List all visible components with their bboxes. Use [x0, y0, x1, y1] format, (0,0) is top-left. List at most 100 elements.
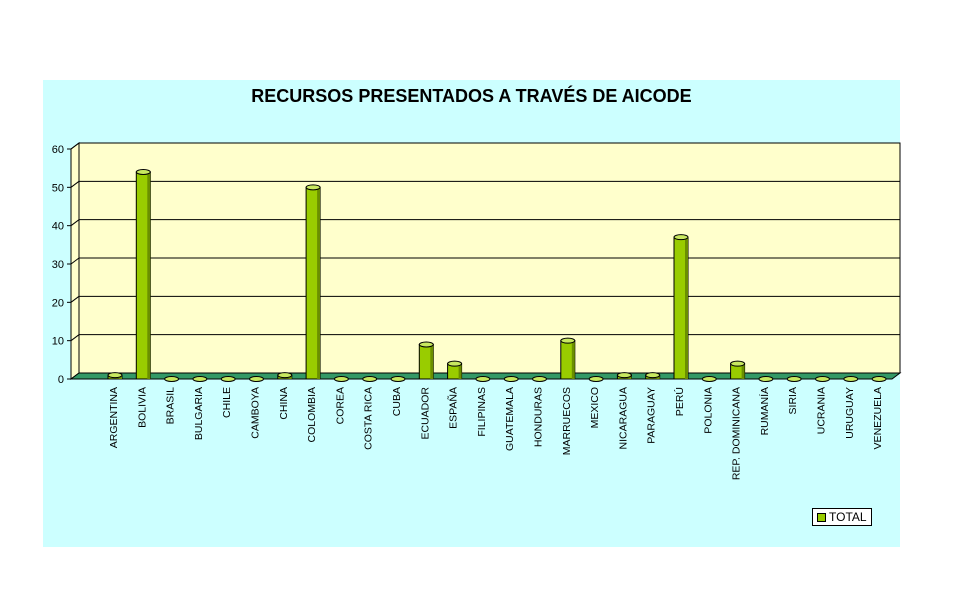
x-tick-label: ESPAÑA — [447, 387, 460, 429]
bar-top — [645, 372, 661, 379]
bar-mexico — [588, 376, 604, 382]
x-tick-label: BRASIL — [165, 387, 177, 425]
x-tick-label: PARAGUAY — [646, 387, 658, 444]
bar-ucrania — [815, 376, 830, 382]
bar-top — [730, 360, 746, 367]
bar-top — [786, 376, 802, 382]
x-tick-label: COREA — [334, 387, 346, 424]
bar-polonia — [701, 376, 717, 382]
x-tick-label: ECUADOR — [419, 387, 431, 440]
x-tick-label: POLONIA — [702, 387, 714, 434]
bar-bolivia — [135, 169, 151, 380]
y-tick-label: 50 — [52, 182, 64, 194]
bar-camboya — [249, 376, 264, 382]
gridline-side — [70, 142, 80, 150]
x-tick-label: PERÚ — [673, 387, 686, 416]
bar-top — [843, 376, 859, 382]
bar-nicaragua — [616, 372, 632, 380]
y-tick-label: 40 — [52, 221, 64, 233]
gridline-side — [70, 219, 80, 227]
y-tick-label: 10 — [52, 336, 64, 348]
bar-top — [220, 376, 236, 382]
x-tick-label: MEXICO — [589, 387, 601, 428]
bar-top — [532, 376, 547, 382]
gridline-side — [70, 257, 80, 265]
bar-siria — [786, 376, 802, 382]
bar-argentina — [107, 372, 123, 380]
bar-shade — [685, 237, 688, 379]
bar-top — [701, 376, 717, 382]
bar-shade — [741, 363, 745, 379]
bar-top — [503, 376, 519, 382]
bar-shade — [458, 363, 462, 379]
bar-costa-rica — [362, 376, 378, 382]
bar-venezuela — [871, 376, 887, 382]
x-tick-label: RUMANÍA — [758, 387, 771, 435]
bar-chile — [220, 376, 236, 382]
bar-filipinas — [475, 376, 491, 382]
bar-top — [135, 169, 151, 175]
bar-top — [390, 376, 406, 382]
legend-swatch — [817, 512, 826, 522]
x-tick-label: MARRUECOS — [561, 387, 573, 455]
bar-rumanía — [758, 376, 774, 382]
bar-top — [447, 360, 463, 367]
x-tick-label: FILIPINAS — [476, 387, 488, 437]
bar-top — [560, 337, 576, 344]
bar-top — [277, 372, 293, 379]
x-tick-label: NICARAGUA — [617, 387, 629, 449]
x-tick-label: CAMBOYA — [250, 387, 262, 439]
bar-top — [475, 376, 491, 382]
legend: TOTAL — [812, 508, 872, 526]
bar-top — [333, 376, 349, 382]
y-tick-label: 30 — [52, 259, 64, 271]
x-tick-label: HONDURAS — [533, 387, 545, 447]
bar-paraguay — [645, 372, 661, 380]
x-tick-label: SIRIA — [787, 387, 799, 414]
x-tick-label: COSTA RICA — [363, 387, 375, 450]
bar-shade — [317, 187, 321, 379]
bar-bulgaria — [192, 376, 208, 382]
x-tick-label: UCRANIA — [816, 387, 828, 434]
bar-cuba — [390, 376, 406, 382]
bar-ecuador — [418, 341, 434, 380]
gridline-side — [70, 295, 80, 303]
bar-top — [107, 372, 123, 379]
bar-top — [871, 376, 887, 382]
bar-guatemala — [503, 376, 519, 382]
bar-brasil — [164, 376, 180, 382]
bar-honduras — [532, 376, 547, 382]
chart-title: RECURSOS PRESENTADOS A TRAVÉS DE AICODE — [251, 86, 692, 106]
x-tick-label: URUGUAY — [844, 387, 856, 439]
bar-colombia — [305, 184, 321, 380]
x-tick-label: CHILE — [221, 387, 233, 418]
bar-top — [758, 376, 774, 382]
gridline-side — [70, 180, 80, 188]
x-tick-label: VENEZUELA — [872, 387, 884, 449]
bar-top — [362, 376, 378, 382]
x-tick-label: BULGARIA — [193, 387, 205, 440]
x-tick-label: BOLIVIA — [136, 387, 148, 428]
bar-top — [305, 184, 321, 191]
bar-top — [588, 376, 604, 382]
x-tick-label: GUATEMALA — [504, 387, 516, 451]
bar-shade — [430, 344, 434, 379]
bar-uruguay — [843, 376, 859, 382]
bar-top — [815, 376, 830, 382]
bar-perú — [673, 234, 689, 380]
x-tick-label: REP. DOMINICANA — [731, 387, 743, 480]
gridline-side — [70, 334, 80, 342]
bar-top — [249, 376, 264, 382]
bar-china — [277, 372, 293, 380]
bar-top — [673, 234, 689, 241]
x-tick-label: CUBA — [391, 387, 403, 416]
bar-top — [616, 372, 632, 379]
bar-shade — [147, 172, 151, 379]
legend-label: TOTAL — [829, 510, 867, 524]
bar-españa — [447, 360, 463, 380]
x-tick-label: COLOMBIA — [306, 387, 318, 442]
bar-shade — [571, 340, 575, 379]
bar-top — [164, 376, 180, 382]
x-tick-label: ARGENTINA — [108, 387, 120, 448]
